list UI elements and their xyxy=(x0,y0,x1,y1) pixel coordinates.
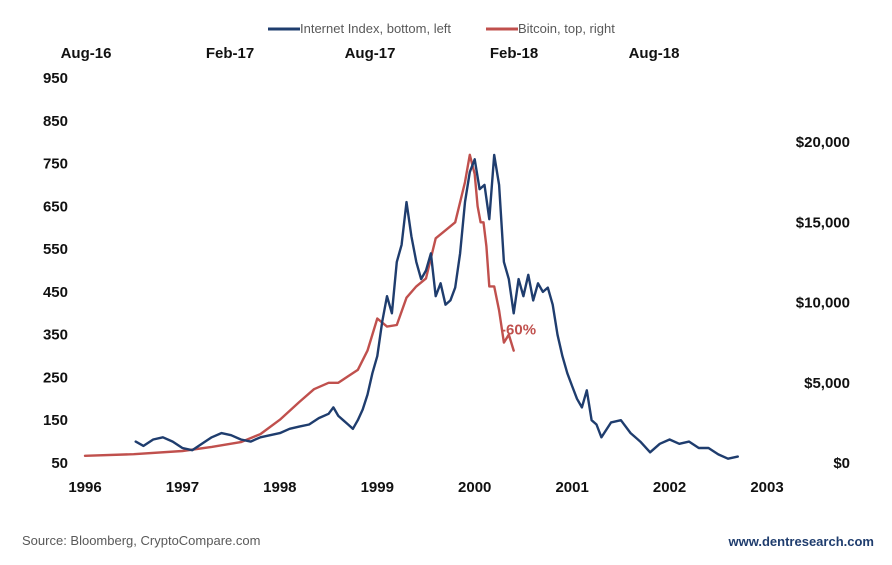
bottom-tick-2000: 2000 xyxy=(458,479,491,496)
series-line-bitcoin-top-right xyxy=(83,153,515,457)
right-tick-10-000: $10,000 xyxy=(796,295,850,312)
bottom-tick-1998: 1998 xyxy=(263,479,296,496)
bottom-tick-2003: 2003 xyxy=(750,479,783,496)
left-tick-550: 550 xyxy=(43,241,68,258)
annotations: -60% xyxy=(501,322,536,339)
left-tick-750: 750 xyxy=(43,156,68,173)
chart: Internet Index, bottom, left Bitcoin, to… xyxy=(43,21,850,496)
top-axis-ticks: Aug-16 Feb-17 Aug-17 Feb-18 Aug-18 xyxy=(61,45,680,62)
top-tick-aug-18: Aug-18 xyxy=(629,45,680,62)
top-tick-aug-17: Aug-17 xyxy=(345,45,396,62)
bottom-tick-2002: 2002 xyxy=(653,479,686,496)
top-tick-aug-16: Aug-16 xyxy=(61,45,112,62)
left-tick-450: 450 xyxy=(43,284,68,301)
left-tick-850: 850 xyxy=(43,113,68,130)
right-tick-20-000: $20,000 xyxy=(796,134,850,151)
left-tick-350: 350 xyxy=(43,327,68,344)
bottom-tick-1999: 1999 xyxy=(361,479,394,496)
left-tick-150: 150 xyxy=(43,412,68,429)
website-link[interactable]: www.dentresearch.com xyxy=(728,534,874,549)
right-tick-0: $0 xyxy=(833,455,850,472)
left-tick-250: 250 xyxy=(43,369,68,386)
legend: Internet Index, bottom, left Bitcoin, to… xyxy=(268,21,615,36)
left-tick-50: 50 xyxy=(51,455,68,472)
right-axis-ticks: $20,000 $15,000 $10,000 $5,000 $0 xyxy=(796,134,850,472)
source-note: Source: Bloomberg, CryptoCompare.com xyxy=(22,533,261,548)
top-tick-feb-18: Feb-18 xyxy=(490,45,538,62)
top-tick-feb-17: Feb-17 xyxy=(206,45,254,62)
right-tick-5-000: $5,000 xyxy=(804,375,850,392)
left-tick-650: 650 xyxy=(43,198,68,215)
plot-area xyxy=(83,153,739,460)
bottom-tick-2001: 2001 xyxy=(555,479,588,496)
legend-label-internet-index: Internet Index, bottom, left xyxy=(300,21,451,36)
left-axis-ticks: 950 850 750 650 550 450 350 250 150 50 xyxy=(43,70,68,472)
annotation-60-label: -60% xyxy=(501,322,536,339)
series-line-internet-index-bottom-left xyxy=(134,153,739,460)
bottom-axis-ticks: 1996 1997 1998 1999 2000 2001 2002 2003 xyxy=(68,479,783,496)
bottom-tick-1997: 1997 xyxy=(166,479,199,496)
legend-label-bitcoin: Bitcoin, top, right xyxy=(518,21,615,36)
right-tick-15-000: $15,000 xyxy=(796,214,850,231)
left-tick-950: 950 xyxy=(43,70,68,87)
bottom-tick-1996: 1996 xyxy=(68,479,101,496)
